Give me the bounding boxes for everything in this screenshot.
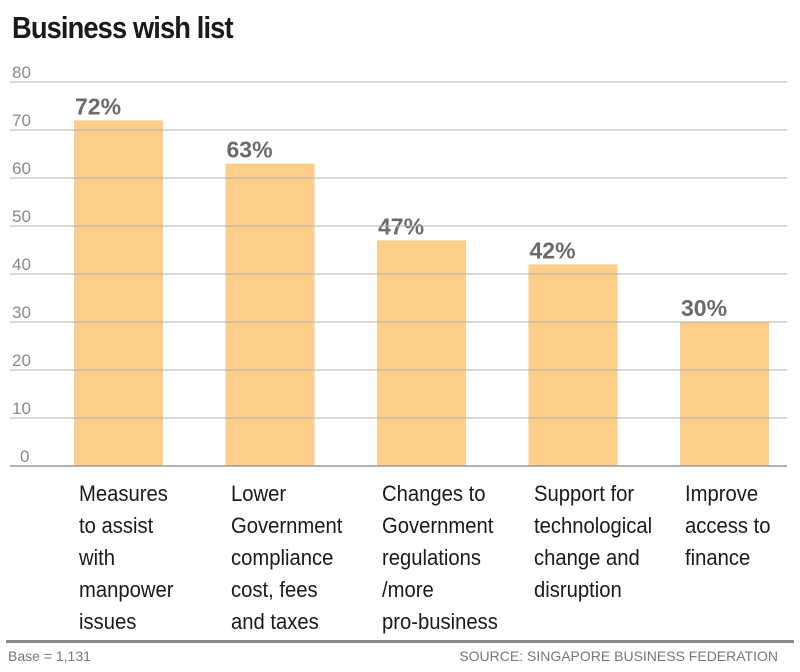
y-tick-label: 70 (12, 111, 31, 130)
bar (377, 240, 466, 466)
category-label: Support for technological change and dis… (533, 481, 652, 602)
footer-divider (6, 640, 794, 643)
value-label: 72% (75, 93, 121, 119)
y-tick-label: 60 (12, 159, 31, 178)
bar (225, 163, 315, 466)
y-tick-label: 40 (12, 255, 31, 274)
value-label: 42% (530, 237, 576, 263)
category-label: Improve access to finance (685, 481, 771, 570)
value-label: 63% (227, 137, 273, 163)
category-label: Lower Government compliance cost, fees a… (230, 481, 342, 634)
y-tick-label: 10 (12, 399, 31, 418)
bar (680, 322, 769, 466)
chart-title: Business wish list (12, 10, 234, 45)
base-note: Base = 1,131 (8, 648, 91, 664)
y-tick-label: 30 (12, 303, 31, 322)
y-tick-label: 0 (20, 447, 29, 466)
y-tick-label: 50 (12, 207, 31, 226)
value-label: 30% (681, 295, 727, 321)
bar (528, 264, 618, 466)
category-label: Measures to assist with manpower issues (79, 481, 174, 634)
y-tick-label: 80 (12, 63, 31, 82)
category-label: Changes to Government regulations /more … (382, 481, 498, 634)
bar (74, 120, 163, 467)
y-tick-label: 20 (12, 351, 31, 370)
source-note: SOURCE: SINGAPORE BUSINESS FEDERATION (459, 648, 778, 664)
